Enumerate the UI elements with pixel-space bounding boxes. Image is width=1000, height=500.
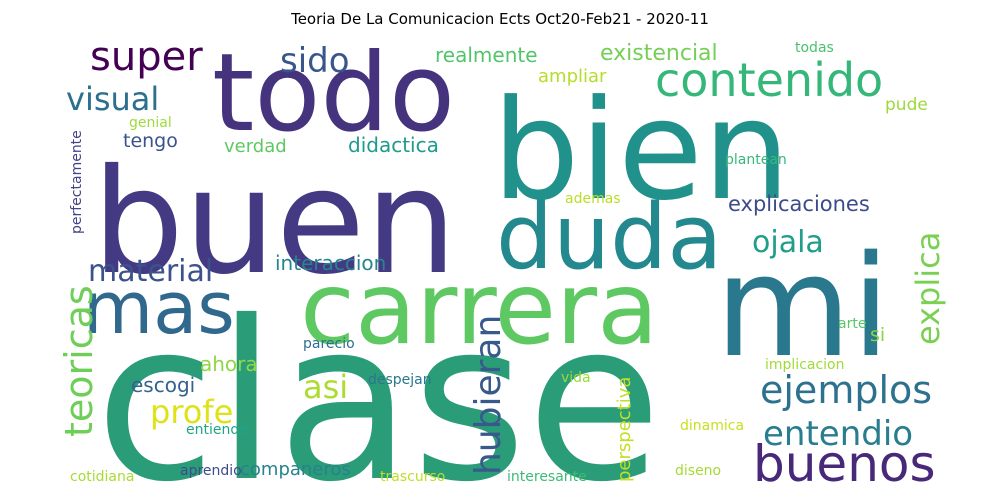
cloud-word-todas: todas xyxy=(795,40,834,56)
cloud-word-super: super xyxy=(90,34,203,80)
cloud-word-despejan: despejan xyxy=(368,372,432,388)
cloud-word-interesante: interesante xyxy=(507,469,587,485)
cloud-word-diseno: diseno xyxy=(675,463,721,479)
cloud-word-implicacion: implicacion xyxy=(765,357,845,373)
cloud-word-explica: explica xyxy=(909,232,947,345)
cloud-word-arte: arte xyxy=(838,316,866,332)
cloud-word-interaccion: interaccion xyxy=(275,251,386,275)
figure-title: Teoria De La Comunicacion Ects Oct20-Feb… xyxy=(291,10,709,28)
cloud-word-asi: asi xyxy=(303,368,348,406)
cloud-word-aprendio: aprendio xyxy=(180,463,242,479)
cloud-word-ampliar: ampliar xyxy=(538,66,607,87)
cloud-word-mi: mi xyxy=(715,226,890,389)
cloud-word-si: si xyxy=(870,324,885,346)
cloud-word-mas: mas xyxy=(83,266,235,350)
cloud-word-perspectiva: perspectiva xyxy=(614,377,635,482)
cloud-word-realmente: realmente xyxy=(435,43,538,67)
cloud-word-buenos: buenos xyxy=(753,435,936,493)
cloud-word-didactica: didactica xyxy=(348,133,439,157)
cloud-word-genial: genial xyxy=(129,115,172,131)
cloud-word-duda: duda xyxy=(496,185,722,290)
cloud-word-tengo: tengo xyxy=(123,130,178,152)
cloud-word-entendio: entendio xyxy=(763,414,913,454)
cloud-word-bien: bien xyxy=(492,70,790,231)
cloud-word-material: material xyxy=(88,254,213,289)
cloud-word-sido: sido xyxy=(280,41,350,81)
cloud-word-clase: clase xyxy=(95,274,662,500)
cloud-word-escogi: escogi xyxy=(131,373,195,397)
cloud-word-teoricas: teoricas xyxy=(57,285,101,437)
cloud-word-contenido: contenido xyxy=(655,53,883,107)
cloud-word-todo: todo xyxy=(212,31,455,156)
cloud-word-existencial: existencial xyxy=(600,41,718,66)
cloud-word-ejemplos: ejemplos xyxy=(760,368,932,412)
cloud-word-visual: visual xyxy=(66,80,159,118)
cloud-word-ahora: ahora xyxy=(200,352,258,376)
cloud-word-ojala: ojala xyxy=(752,225,824,260)
cloud-word-explicaciones: explicaciones xyxy=(728,192,870,216)
cloud-word-cotidiana: cotidiana xyxy=(70,469,134,485)
cloud-word-parecio: parecio xyxy=(303,336,355,352)
cloud-word-hubieran: hubieran xyxy=(468,315,509,475)
cloud-word-dinamica: dinamica xyxy=(680,418,744,434)
cloud-word-pude: pude xyxy=(885,95,928,115)
cloud-word-buen: buen xyxy=(92,138,457,307)
cloud-word-trascurso: trascurso xyxy=(380,469,445,485)
cloud-word-entiende: entiende xyxy=(186,422,248,438)
cloud-word-profe: profe xyxy=(150,393,233,431)
cloud-word-carrera: carrera xyxy=(300,250,658,367)
cloud-word-vida: vida xyxy=(561,370,591,386)
cloud-word-ademas: ademas xyxy=(565,191,621,207)
cloud-word-perfectamente: perfectamente xyxy=(69,130,85,234)
cloud-word-verdad: verdad xyxy=(224,136,287,157)
cloud-word-plantean: plantean xyxy=(725,152,787,168)
cloud-word-companeros: companeros xyxy=(240,459,351,480)
